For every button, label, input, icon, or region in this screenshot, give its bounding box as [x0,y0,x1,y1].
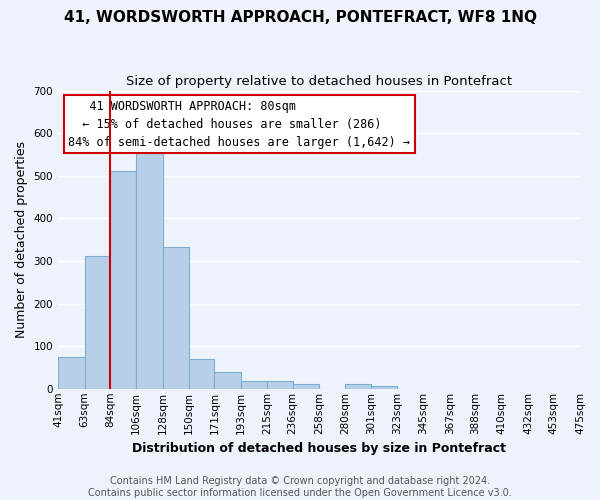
Text: Contains HM Land Registry data © Crown copyright and database right 2024.
Contai: Contains HM Land Registry data © Crown c… [88,476,512,498]
Bar [58,357,85,389]
Bar [163,247,189,389]
Title: Size of property relative to detached houses in Pontefract: Size of property relative to detached ho… [126,75,512,88]
Bar [136,144,163,389]
Bar [214,372,241,389]
Text: 41, WORDSWORTH APPROACH, PONTEFRACT, WF8 1NQ: 41, WORDSWORTH APPROACH, PONTEFRACT, WF8… [64,10,536,25]
X-axis label: Distribution of detached houses by size in Pontefract: Distribution of detached houses by size … [132,442,506,455]
Text: 41 WORDSWORTH APPROACH: 80sqm
  ← 15% of detached houses are smaller (286)
84% o: 41 WORDSWORTH APPROACH: 80sqm ← 15% of d… [68,100,410,148]
Bar [268,381,293,389]
Bar [371,386,397,389]
Bar [189,359,214,389]
Bar [293,384,319,389]
Bar [346,384,371,389]
Bar [85,256,110,389]
Y-axis label: Number of detached properties: Number of detached properties [15,141,28,338]
Bar [110,172,136,389]
Bar [241,380,268,389]
